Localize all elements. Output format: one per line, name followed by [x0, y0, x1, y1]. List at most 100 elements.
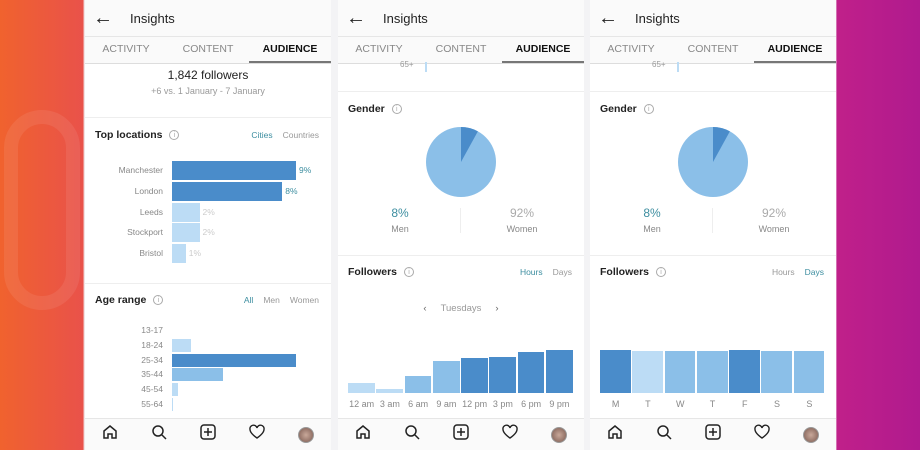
- followers-bar: [664, 350, 696, 393]
- tab-audience[interactable]: AUDIENCE: [502, 37, 584, 63]
- men-percentage: 8%: [391, 206, 409, 220]
- followers-bar: [348, 383, 375, 393]
- location-bar: [172, 181, 283, 201]
- pie-slice-men: [461, 127, 478, 162]
- panel-gender-days: ← Insights ACTIVITY CONTENT AUDIENCE 65+ Gende…: [590, 0, 836, 450]
- men-label: Men: [643, 224, 661, 234]
- selected-day: Tuesdays: [440, 303, 482, 314]
- profile-avatar[interactable]: [803, 426, 820, 443]
- followers-bar: [517, 352, 545, 393]
- header: ← Insights: [85, 0, 331, 37]
- followers-title: Followers i: [600, 266, 667, 278]
- tab-activity[interactable]: ACTIVITY: [102, 43, 150, 55]
- divider: [460, 208, 461, 233]
- bar-label: M: [611, 399, 620, 409]
- header: ← Insights: [338, 0, 584, 37]
- page-title: Insights: [383, 10, 428, 26]
- info-icon[interactable]: i: [404, 267, 415, 278]
- divider: [712, 208, 713, 233]
- toggle-men[interactable]: Men: [263, 295, 280, 305]
- home-icon[interactable]: [607, 424, 623, 445]
- bar-label: S: [806, 399, 813, 409]
- search-icon[interactable]: [656, 424, 672, 445]
- toggle-countries[interactable]: Countries: [282, 130, 319, 140]
- divider: [338, 91, 584, 92]
- age-label: 55-64: [141, 399, 163, 409]
- next-day-chevron-icon[interactable]: ›: [495, 303, 499, 314]
- toggle-group: Hours Days: [510, 267, 572, 277]
- location-label: Leeds: [139, 206, 163, 217]
- location-value: 9%: [299, 165, 312, 175]
- bar-label: W: [675, 399, 685, 409]
- home-icon[interactable]: [102, 424, 118, 445]
- bar-label: 3 am: [379, 399, 400, 409]
- tab-activity[interactable]: ACTIVITY: [607, 43, 655, 55]
- follower-change: +6 vs. 1 January - 7 January: [151, 86, 265, 96]
- men-percentage: 8%: [643, 206, 661, 220]
- followers-bar: [461, 358, 488, 393]
- toggle-hours[interactable]: Hours: [771, 267, 795, 277]
- age-bar: [172, 353, 296, 367]
- heart-icon[interactable]: [249, 424, 265, 445]
- men-label: Men: [391, 224, 409, 234]
- back-arrow-icon[interactable]: ←: [93, 6, 113, 29]
- location-bar: [172, 202, 200, 222]
- top-locations-title: Top locations i: [95, 129, 180, 141]
- home-icon[interactable]: [355, 424, 371, 445]
- info-icon[interactable]: i: [153, 295, 164, 306]
- age-label: 13-17: [141, 325, 163, 335]
- bar-label: 12 pm: [462, 399, 488, 409]
- info-icon[interactable]: i: [169, 130, 180, 141]
- toggle-days[interactable]: Days: [552, 267, 572, 277]
- toggle-days[interactable]: Days: [804, 267, 824, 277]
- day-selector: ‹ Tuesdays ›: [338, 303, 584, 314]
- toggle-women[interactable]: Women: [289, 295, 319, 305]
- followers-bar: [432, 361, 460, 393]
- age-bar: [172, 338, 191, 352]
- tab-content[interactable]: CONTENT: [687, 43, 739, 55]
- info-icon[interactable]: i: [643, 104, 654, 115]
- toggle-cities[interactable]: Cities: [251, 130, 273, 140]
- info-icon[interactable]: i: [391, 104, 402, 115]
- info-icon[interactable]: i: [656, 267, 667, 278]
- back-arrow-icon[interactable]: ←: [346, 6, 366, 29]
- back-arrow-icon[interactable]: ←: [598, 6, 618, 29]
- tab-activity[interactable]: ACTIVITY: [355, 43, 403, 55]
- search-icon[interactable]: [404, 424, 420, 445]
- bar-label: T: [709, 399, 716, 409]
- women-percentage: 92%: [761, 206, 787, 220]
- heart-icon[interactable]: [502, 424, 518, 445]
- pie-slice-men: [713, 127, 730, 162]
- followers-bar: [793, 351, 825, 393]
- add-icon[interactable]: [200, 424, 216, 445]
- tab-audience[interactable]: AUDIENCE: [249, 37, 331, 63]
- tab-content[interactable]: CONTENT: [182, 43, 234, 55]
- tab-bar: ACTIVITY CONTENT AUDIENCE: [338, 37, 584, 64]
- header: ← Insights: [590, 0, 836, 37]
- tab-content[interactable]: CONTENT: [435, 43, 487, 55]
- heart-icon[interactable]: [754, 424, 770, 445]
- panel-followers-overview: ← Insights ACTIVITY CONTENT AUDIENCE 1,842 fo…: [85, 0, 331, 450]
- divider: [590, 255, 836, 256]
- bar-label: S: [774, 399, 781, 409]
- location-value: 2%: [202, 227, 215, 238]
- bar-label: 9 pm: [549, 399, 570, 409]
- bar-label: T: [645, 399, 651, 409]
- add-icon[interactable]: [705, 424, 721, 445]
- women-label: Women: [758, 224, 790, 234]
- tab-audience[interactable]: AUDIENCE: [754, 37, 836, 63]
- prev-day-chevron-icon[interactable]: ‹: [423, 303, 427, 314]
- background-decoration: [4, 110, 80, 310]
- bottom-nav: [85, 418, 331, 450]
- profile-avatar[interactable]: [551, 426, 568, 443]
- search-icon[interactable]: [151, 424, 167, 445]
- toggle-group: Hours Days: [762, 267, 824, 277]
- toggle-hours[interactable]: Hours: [519, 267, 543, 277]
- divider: [85, 283, 331, 284]
- followers-bar: [729, 350, 760, 393]
- followers-bar: [376, 389, 403, 393]
- gender-pie-chart: [676, 125, 750, 204]
- profile-avatar[interactable]: [298, 426, 315, 443]
- toggle-all[interactable]: All: [243, 295, 254, 305]
- add-icon[interactable]: [453, 424, 469, 445]
